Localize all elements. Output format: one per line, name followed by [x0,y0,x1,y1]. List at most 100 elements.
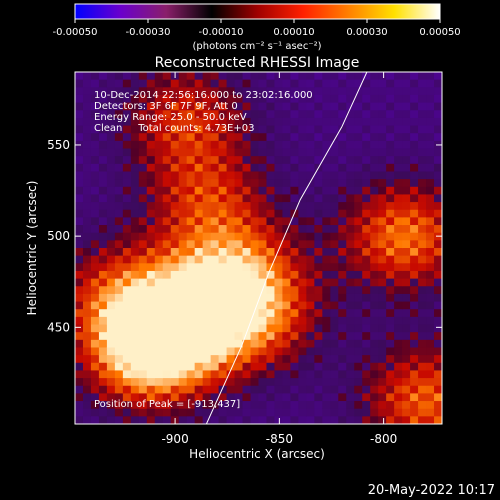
heatmap-cell [194,355,204,364]
heatmap-cell [226,232,236,241]
heatmap-cell [434,171,442,180]
heatmap-cell [354,225,363,234]
heatmap-cell [106,339,116,349]
heatmap-cell [82,163,92,173]
heatmap-cell [178,186,188,196]
heatmap-cell [298,133,307,142]
heatmap-cell [82,79,92,88]
heatmap-cell [98,186,108,196]
heatmap-cell [218,133,228,142]
heatmap-cell [138,378,148,387]
heatmap-cell [410,362,419,372]
heatmap-cell [322,110,331,119]
heatmap-cell [226,217,236,226]
heatmap-cell [138,309,148,318]
heatmap-cell [402,209,411,218]
heatmap-cell [434,156,442,165]
heatmap-cell [402,125,411,134]
heatmap-cell [194,362,204,372]
heatmap-cell [338,171,347,180]
heatmap-cell [322,202,331,211]
heatmap-cell [234,293,244,303]
heatmap-cell [154,362,164,372]
heatmap-cell [210,355,220,364]
heatmap-cell [130,209,140,218]
heatmap-cell [418,316,427,326]
heatmap-cell [242,133,252,142]
heatmap-cell [75,125,84,134]
heatmap-cell [122,79,132,88]
heatmap-cell [274,110,284,119]
heatmap-cell [138,255,148,264]
heatmap-cell [386,163,395,173]
heatmap-cell [178,209,188,218]
heatmap-cell [186,378,196,387]
heatmap-cell [146,263,156,272]
heatmap-cell [258,309,268,318]
heatmap-cell [90,248,100,257]
heatmap-cell [322,370,331,379]
heatmap-cell [114,263,124,272]
heatmap-cell [170,378,180,387]
heatmap-cell [386,186,395,196]
heatmap-cell [170,393,180,402]
heatmap-cell [218,278,228,287]
heatmap-cell [75,324,84,333]
heatmap-cell [290,270,299,280]
heatmap-cell [394,316,403,326]
heatmap-cell [330,270,339,280]
heatmap-cell [202,248,212,257]
heatmap-cell [322,263,331,272]
heatmap-cell [418,79,427,88]
heatmap-cell [322,301,331,310]
heatmap-cell [290,87,299,96]
heatmap-cell [130,79,140,88]
heatmap-cell [178,408,188,417]
heatmap-cell [346,278,355,287]
heatmap-cell [386,140,395,150]
heatmap-cell [418,355,427,364]
heatmap-cell [354,278,363,287]
heatmap-cell [394,102,403,111]
heatmap-cell [162,87,172,96]
heatmap-cell [138,232,148,241]
heatmap-cell [362,232,371,241]
heatmap-cell [330,94,339,104]
heatmap-cell [226,225,236,234]
heatmap-cell [162,385,172,394]
heatmap-cell [298,324,307,333]
heatmap-cell [370,194,379,203]
heatmap-cell [266,332,276,341]
heatmap-cell [242,179,252,188]
heatmap-cell [266,209,276,218]
heatmap-cell [394,133,403,142]
heatmap-cell [186,293,196,303]
heatmap-cell [154,408,164,417]
heatmap-cell [418,286,427,295]
heatmap-cell [418,309,427,318]
heatmap-cell [354,240,363,249]
heatmap-cell [426,72,435,81]
heatmap-cell [234,117,244,127]
heatmap-cell [218,316,228,326]
heatmap-cell [122,263,132,272]
heatmap-cell [298,110,307,119]
heatmap-cell [202,240,212,249]
heatmap-cell [282,186,292,196]
heatmap-cell [210,362,220,372]
heatmap-cell [338,87,347,96]
heatmap-cell [90,324,100,333]
heatmap-cell [282,225,292,234]
heatmap-cell [426,209,435,218]
heatmap-cell [114,339,124,349]
heatmap-cell [98,140,108,150]
heatmap-cell [130,194,140,203]
heatmap-cell [322,87,331,96]
heatmap-cell [402,72,411,81]
heatmap-cell [186,301,196,310]
heatmap-cell [298,232,307,241]
heatmap-cell [130,217,140,226]
heatmap-cell [434,293,442,303]
heatmap-cell [330,416,339,424]
heatmap-cell [90,110,100,119]
